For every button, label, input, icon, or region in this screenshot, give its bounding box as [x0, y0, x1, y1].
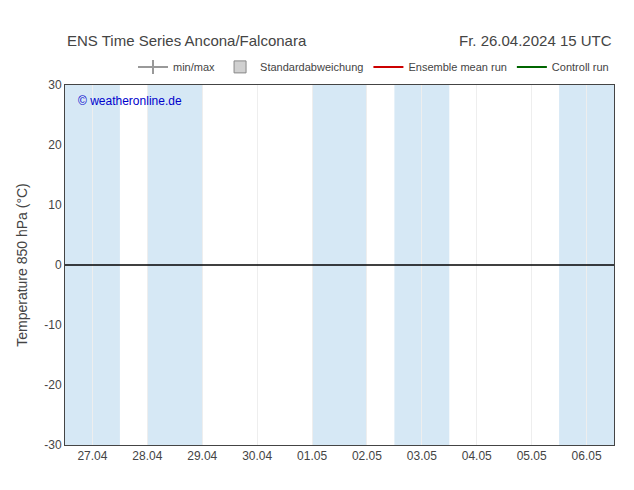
- svg-text:29.04: 29.04: [187, 449, 217, 463]
- svg-text:Fr. 26.04.2024 15 UTC: Fr. 26.04.2024 15 UTC: [459, 32, 612, 49]
- svg-text:04.05: 04.05: [462, 449, 492, 463]
- svg-text:© weatheronline.de: © weatheronline.de: [78, 94, 182, 108]
- svg-text:20: 20: [48, 138, 62, 152]
- svg-text:06.05: 06.05: [572, 449, 602, 463]
- svg-text:-10: -10: [44, 318, 62, 332]
- svg-text:02.05: 02.05: [352, 449, 382, 463]
- svg-text:0: 0: [55, 258, 62, 272]
- svg-text:min/max: min/max: [173, 61, 215, 73]
- svg-text:03.05: 03.05: [407, 449, 437, 463]
- svg-text:-20: -20: [44, 378, 62, 392]
- svg-text:10: 10: [48, 198, 62, 212]
- svg-text:30: 30: [48, 78, 62, 92]
- svg-text:ENS Time Series Ancona/Falcona: ENS Time Series Ancona/Falconara: [67, 32, 307, 49]
- svg-text:30.04: 30.04: [242, 449, 272, 463]
- svg-text:28.04: 28.04: [132, 449, 162, 463]
- svg-text:Standardabweichung: Standardabweichung: [260, 61, 363, 73]
- svg-text:27.04: 27.04: [77, 449, 107, 463]
- svg-text:Controll run: Controll run: [552, 61, 609, 73]
- svg-text:Temperature 850 hPa (°C): Temperature 850 hPa (°C): [14, 183, 30, 347]
- svg-text:Ensemble mean run: Ensemble mean run: [408, 61, 506, 73]
- svg-text:05.05: 05.05: [517, 449, 547, 463]
- svg-text:-30: -30: [44, 438, 62, 452]
- svg-text:01.05: 01.05: [297, 449, 327, 463]
